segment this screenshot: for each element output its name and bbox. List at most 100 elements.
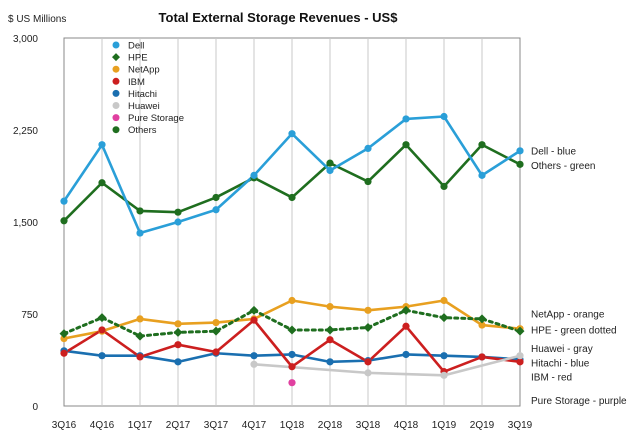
data-point-hpe bbox=[325, 325, 335, 335]
annotation-label: NetApp - orange bbox=[531, 310, 605, 321]
data-point-others bbox=[136, 207, 144, 215]
x-tick-label: 1Q19 bbox=[432, 420, 457, 431]
data-point-hpe bbox=[363, 322, 373, 332]
data-point-hitachi bbox=[288, 350, 296, 359]
legend-marker-hpe bbox=[112, 53, 120, 62]
data-point-dell bbox=[326, 166, 334, 175]
data-point-netapp bbox=[136, 315, 144, 323]
data-point-netapp bbox=[60, 334, 68, 343]
data-point-hitachi bbox=[440, 352, 448, 360]
data-point-dell bbox=[174, 218, 182, 226]
x-tick-label: 3Q17 bbox=[204, 420, 229, 431]
data-point-ibm bbox=[136, 353, 144, 361]
annotation-label: Huawei - gray bbox=[531, 344, 593, 355]
data-point-hpe bbox=[287, 325, 297, 335]
data-point-others bbox=[326, 159, 334, 167]
data-point-dell bbox=[440, 112, 448, 121]
plot-area: 3Q16 4Q16 1Q17 2Q17 3Q17 4Q17 1Q18 2Q18 3Q18 4Q18… bbox=[13, 34, 533, 431]
data-point-dell bbox=[288, 130, 296, 138]
data-point-dell bbox=[516, 147, 524, 155]
legend-label-ibm: IBM bbox=[128, 77, 145, 88]
data-point-others bbox=[478, 141, 486, 149]
data-point-others bbox=[516, 160, 524, 168]
data-point-dell bbox=[478, 171, 486, 179]
data-point-dell bbox=[364, 144, 372, 152]
data-point-ibm bbox=[402, 322, 410, 330]
annotation-label: Others - green bbox=[531, 161, 595, 172]
data-point-others bbox=[174, 208, 182, 216]
series-line-huawei bbox=[253, 354, 521, 377]
legend-label-hpe: HPE bbox=[128, 53, 148, 64]
legend-marker-dell bbox=[112, 41, 120, 49]
data-point-hpe bbox=[211, 326, 221, 336]
data-point-ibm bbox=[478, 353, 486, 361]
y-tick-label: 0 bbox=[32, 402, 38, 413]
data-point-hpe bbox=[477, 314, 487, 324]
data-point-huawei bbox=[364, 369, 372, 377]
data-point-dell bbox=[402, 115, 410, 123]
data-point-hpe bbox=[59, 329, 69, 339]
x-tick-label: 4Q17 bbox=[242, 420, 267, 431]
legend-marker-ibm bbox=[112, 77, 120, 85]
legend-label-netapp: NetApp bbox=[128, 65, 160, 76]
legend-label-huawei: Huawei bbox=[128, 101, 160, 112]
x-tick-label: 1Q17 bbox=[128, 420, 153, 431]
data-point-ibm bbox=[326, 336, 334, 344]
legend-label-dell: Dell bbox=[128, 41, 144, 52]
data-point-netapp bbox=[288, 296, 296, 305]
annotation-label: HPE - green dotted bbox=[531, 325, 617, 336]
data-point-netapp bbox=[326, 303, 334, 311]
data-point-others bbox=[440, 182, 448, 191]
data-point-hitachi bbox=[326, 358, 334, 366]
data-point-hitachi bbox=[98, 352, 106, 360]
data-point-netapp bbox=[174, 320, 182, 328]
data-point-netapp bbox=[212, 318, 220, 327]
data-point-dell bbox=[98, 141, 106, 149]
data-point-netapp bbox=[478, 321, 486, 329]
annotation-label: Hitachi - blue bbox=[531, 359, 590, 370]
y-tick-label: 750 bbox=[21, 310, 38, 321]
data-point-hpe bbox=[401, 305, 411, 315]
y-axis-unit-label: $ US Millions bbox=[8, 14, 66, 25]
data-point-hitachi bbox=[402, 350, 410, 359]
x-tick-label: 4Q16 bbox=[90, 420, 115, 431]
legend-marker-pure-storage bbox=[112, 114, 120, 122]
chart-title: Total External Storage Revenues - US$ bbox=[159, 10, 399, 25]
data-point-dell bbox=[136, 229, 144, 237]
data-point-ibm bbox=[250, 316, 258, 324]
data-point-pure-storage bbox=[288, 379, 296, 387]
data-point-others bbox=[98, 179, 106, 187]
x-tick-label: 2Q18 bbox=[318, 420, 343, 431]
x-tick-label: 2Q17 bbox=[166, 420, 191, 431]
data-point-others bbox=[364, 177, 372, 186]
legend-marker-huawei bbox=[112, 102, 120, 109]
legend-label-others: Others bbox=[128, 125, 157, 136]
y-tick-label: 2,250 bbox=[13, 126, 38, 137]
data-point-ibm bbox=[98, 326, 106, 334]
data-point-hpe bbox=[135, 331, 145, 341]
legend-label-hitachi: Hitachi bbox=[128, 89, 157, 100]
data-point-ibm bbox=[212, 348, 220, 356]
data-point-ibm bbox=[516, 358, 524, 366]
data-point-dell bbox=[212, 206, 220, 214]
y-tick-label: 3,000 bbox=[13, 34, 38, 45]
data-point-hpe bbox=[173, 327, 183, 337]
data-point-huawei bbox=[250, 360, 258, 368]
x-tick-label: 1Q18 bbox=[280, 420, 305, 431]
legend-marker-others bbox=[112, 126, 120, 134]
annotation-label: IBM - red bbox=[531, 373, 572, 384]
data-point-hpe bbox=[249, 305, 259, 315]
data-point-ibm bbox=[174, 341, 182, 349]
legend-label-pure-storage: Pure Storage bbox=[128, 113, 184, 124]
data-point-netapp bbox=[440, 296, 448, 305]
x-tick-label: 2Q19 bbox=[470, 420, 495, 431]
annotation-label: Dell - blue bbox=[531, 146, 576, 157]
x-tick-label: 3Q18 bbox=[356, 420, 381, 431]
data-point-others bbox=[212, 193, 220, 202]
data-point-hpe bbox=[97, 313, 107, 323]
x-tick-label: 3Q16 bbox=[52, 420, 77, 431]
data-point-dell bbox=[60, 197, 68, 205]
data-point-others bbox=[288, 193, 296, 202]
